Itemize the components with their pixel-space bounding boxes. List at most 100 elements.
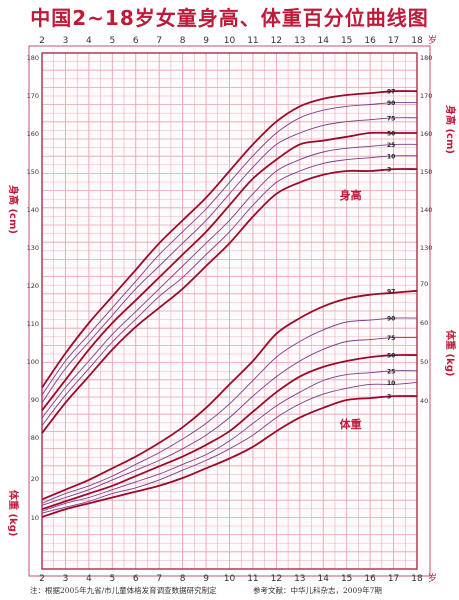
x-tick-label-bottom: 15 — [341, 574, 352, 584]
axes — [28, 45, 431, 577]
height-chart-title: 身高 — [340, 188, 362, 202]
weight-curve-p97 — [41, 289, 418, 501]
height-tick-left: 150 — [27, 168, 39, 176]
x-tick-label-top: 10 — [224, 36, 236, 46]
x-tick-label-bottom: 5 — [109, 574, 115, 584]
height-curve-p3 — [41, 168, 418, 434]
weight-tick-right: 70 — [420, 280, 428, 288]
height-series-label: 75 — [387, 115, 395, 122]
x-tick-label-bottom: 10 — [224, 574, 236, 584]
weight-chart-title: 体重 — [340, 417, 362, 431]
x-tick-label-bottom: 9 — [203, 574, 209, 584]
x-axis-label-bottom: 岁 — [428, 572, 437, 584]
weight-series-label: 50 — [387, 353, 395, 360]
height-tick-left: 120 — [27, 282, 39, 290]
x-tick-label-top: 6 — [133, 36, 139, 46]
x-tick-label-top: 7 — [156, 36, 162, 46]
weight-curve-p50 — [41, 354, 418, 511]
x-axis-label-top: 岁 — [428, 34, 437, 46]
height-tick-left: 80 — [31, 434, 39, 442]
height-curve-p10 — [41, 155, 418, 426]
height-series-label: 10 — [387, 153, 395, 160]
x-tick-label-top: 2 — [39, 36, 45, 46]
x-tick-label-bottom: 13 — [294, 574, 305, 584]
x-tick-label-top: 4 — [86, 36, 92, 46]
weight-curve-p75 — [41, 337, 418, 506]
height-series-label: 25 — [387, 142, 395, 149]
x-tick-label-bottom: 12 — [271, 574, 282, 584]
x-tick-label-bottom: 3 — [63, 574, 69, 584]
plot-frame — [41, 52, 418, 570]
height-tick-right: 130 — [420, 244, 432, 252]
weight-series-label: 90 — [387, 316, 395, 323]
x-tick-label-top: 18 — [411, 36, 423, 46]
footer-note: 注：根据2005年九省/市儿童体格发育调查数据研究制定 — [30, 586, 217, 595]
weight-axis-title-left: 体重 (kg) — [7, 490, 20, 536]
height-series-label: 3 — [387, 167, 391, 174]
x-tick-label-top: 8 — [180, 36, 186, 46]
height-axis-title-left: 身高 (cm) — [7, 185, 20, 234]
weight-series-label: 75 — [387, 335, 395, 342]
weight-tick-left: 10 — [31, 514, 39, 522]
weight-curve-p90 — [41, 317, 418, 504]
x-tick-label-bottom: 6 — [133, 574, 139, 584]
height-series-label: 90 — [387, 100, 395, 107]
height-tick-right: 180 — [420, 54, 432, 62]
x-tick-label-top: 14 — [318, 36, 330, 46]
chart-title: 中国2~18岁女童身高、体重百分位曲线图 — [30, 6, 429, 30]
height-curve-p25 — [41, 143, 418, 419]
weight-series-label: 97 — [387, 288, 395, 295]
x-tick-label-bottom: 7 — [156, 574, 162, 584]
weight-series-label: 10 — [387, 380, 395, 387]
height-curve-p50 — [41, 131, 417, 411]
height-series-label: 97 — [387, 89, 395, 96]
x-tick-label-bottom: 2 — [39, 574, 45, 584]
footer-reference: 参考文献：中华儿科杂志，2009年7期 — [253, 586, 382, 595]
x-tick-label-bottom: 11 — [247, 574, 258, 584]
height-tick-left: 140 — [27, 206, 39, 214]
height-tick-right: 150 — [420, 168, 432, 176]
x-tick-label-bottom: 8 — [180, 574, 186, 584]
x-tick-label-top: 13 — [294, 36, 305, 46]
x-tick-label-top: 11 — [247, 36, 258, 46]
height-curve-p90 — [41, 102, 418, 396]
weight-curve-p25 — [41, 370, 418, 512]
outer-frame — [28, 45, 431, 577]
curves — [41, 90, 418, 518]
labels: 2 2 3 3 4 4 5 5 6 6 7 7 8 8 9 9 10 10 11 11 12 12 13 13 14 14 15 15… — [7, 34, 457, 584]
height-tick-left: 90 — [31, 396, 39, 404]
x-tick-label-bottom: 17 — [388, 574, 399, 584]
x-tick-label-bottom: 4 — [86, 574, 92, 584]
x-tick-label-top: 15 — [341, 36, 352, 46]
height-tick-left: 110 — [27, 320, 39, 328]
height-tick-left: 160 — [27, 130, 39, 138]
height-series-label: 50 — [387, 131, 395, 138]
weight-tick-right: 60 — [420, 319, 428, 327]
x-tick-label-bottom: 14 — [318, 574, 330, 584]
weight-curve-p10 — [41, 381, 418, 514]
x-tick-label-top: 16 — [364, 36, 376, 46]
x-tick-label-top: 3 — [63, 36, 69, 46]
x-tick-label-top: 17 — [388, 36, 399, 46]
x-tick-label-top: 9 — [203, 36, 209, 46]
height-axis-title-right: 身高 (cm) — [444, 105, 457, 154]
x-tick-label-top: 5 — [109, 36, 115, 46]
height-tick-left: 170 — [27, 92, 39, 100]
x-tick-label-bottom: 16 — [364, 574, 376, 584]
height-tick-left: 100 — [27, 358, 39, 366]
height-tick-left: 180 — [27, 54, 39, 62]
height-curve-p75 — [41, 117, 418, 404]
height-tick-right: 170 — [420, 92, 432, 100]
footer: 注：根据2005年九省/市儿童体格发育调查数据研究制定 参考文献：中华儿科杂志，… — [30, 585, 430, 596]
height-tick-right: 160 — [420, 130, 432, 138]
weight-tick-right: 50 — [420, 358, 428, 366]
height-curve-p97 — [41, 90, 418, 389]
weight-tick-right: 40 — [420, 397, 428, 405]
x-tick-label-bottom: 18 — [411, 574, 423, 584]
height-tick-left: 130 — [27, 244, 39, 252]
weight-series-label: 3 — [387, 394, 391, 401]
x-tick-label-top: 12 — [271, 36, 282, 46]
weight-axis-title-right: 体重 (kg) — [444, 330, 457, 376]
weight-series-label: 25 — [387, 368, 395, 375]
